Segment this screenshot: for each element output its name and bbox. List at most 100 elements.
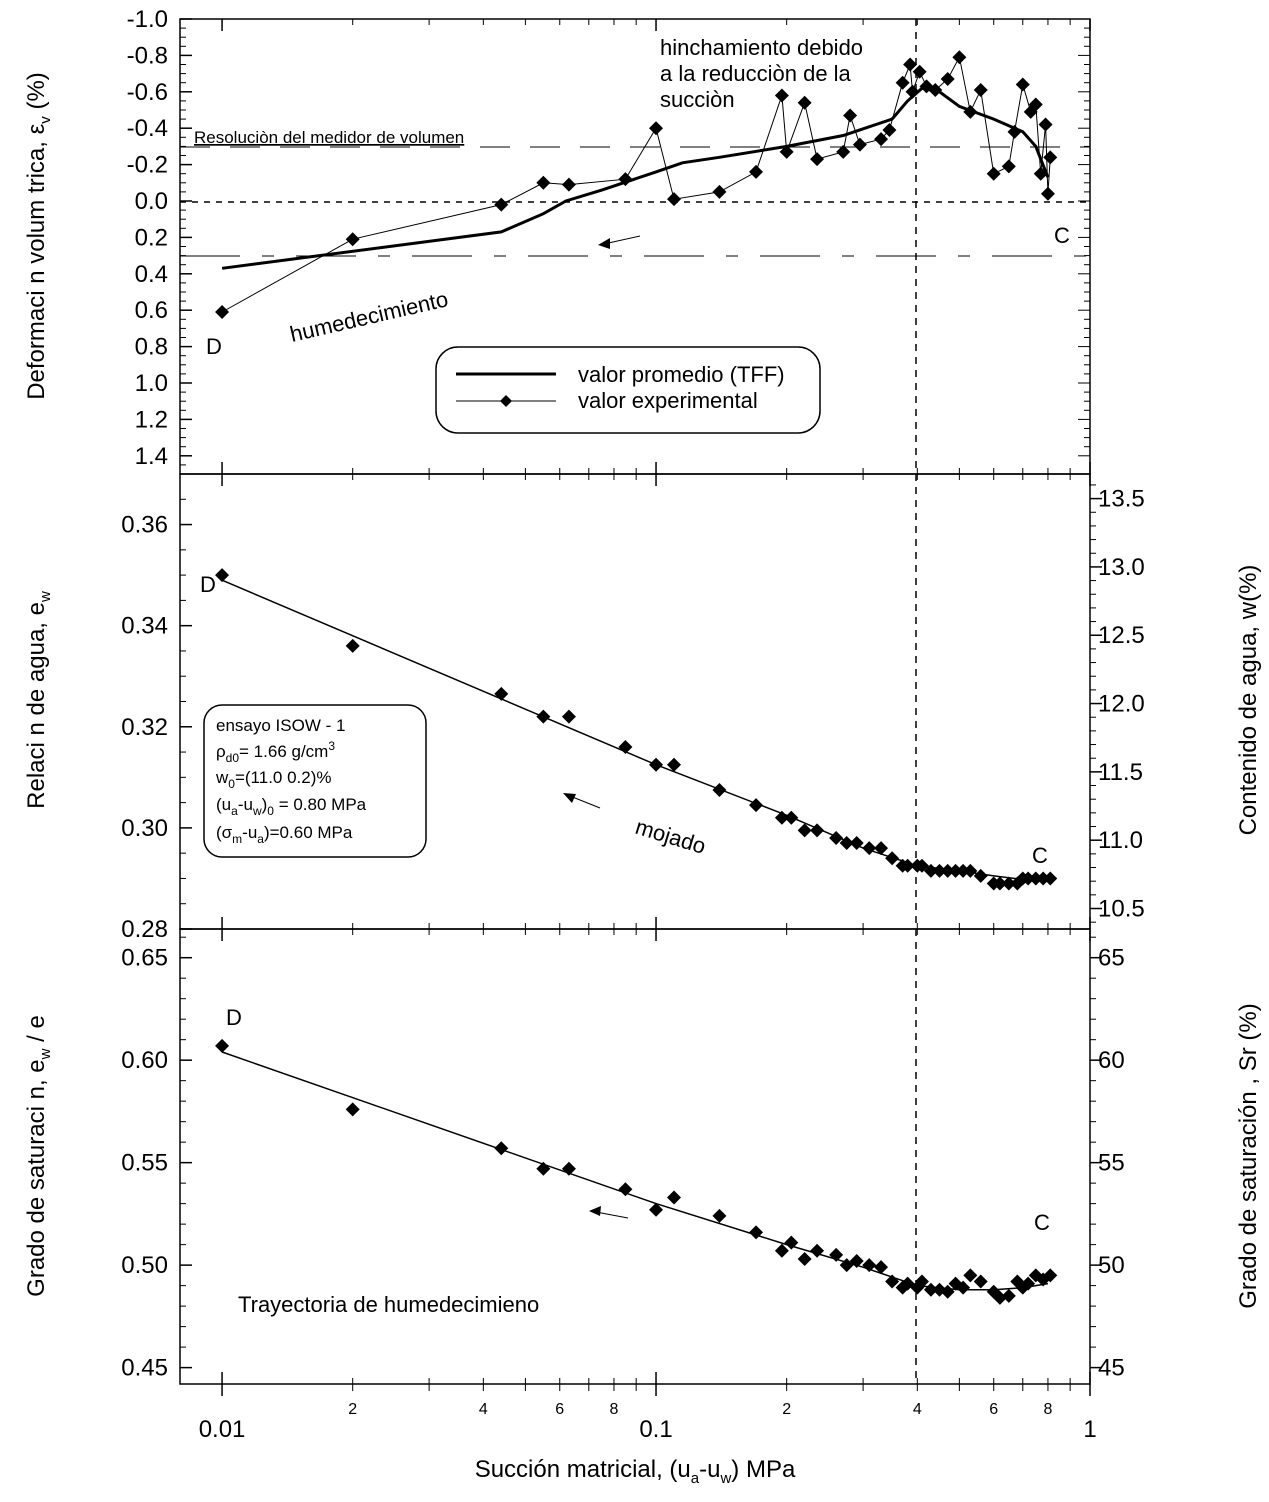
water-ratio-point (874, 841, 889, 856)
x-minor-tick-label: 2 (782, 1401, 791, 1418)
label-C-top: C (1054, 223, 1070, 248)
saturation-point (862, 1258, 877, 1273)
x-tick-label: 0.1 (639, 1416, 672, 1443)
experimental-point (618, 172, 633, 187)
experimental-point (1001, 159, 1016, 174)
y-top-tick-label: -0.4 (127, 115, 168, 142)
experimental-point (494, 197, 509, 212)
saturation-point (618, 1182, 633, 1197)
panel-middle-frame (179, 473, 1091, 930)
test-info-line-4: (ua-uw)0 = 0.80 MPa (216, 795, 367, 818)
water-ratio-point (666, 757, 681, 772)
y-middle-tick-label: 0.28 (121, 916, 168, 943)
y-top-tick-label: 1.2 (135, 406, 168, 433)
experimental-point (345, 232, 360, 247)
water-ratio-point (774, 810, 789, 825)
label-D-top: D (206, 334, 222, 359)
y-top-tick-label: -1.0 (127, 6, 168, 33)
experimental-point (928, 82, 943, 97)
experimental-point (843, 108, 858, 123)
annotation-mojado: mojado (633, 814, 709, 859)
water-ratio-point (345, 638, 360, 653)
water-ratio-point (839, 836, 854, 851)
water-ratio-point (940, 863, 955, 878)
y2-bottom-tick-label: 65 (1098, 945, 1125, 972)
water-ratio-point (797, 823, 812, 838)
experimental-point (903, 57, 918, 72)
water-ratio-point (963, 863, 978, 878)
annotation-resolution: Resoluciòn del medidor de volumen (194, 128, 464, 147)
y-top-tick-label: 0.4 (135, 261, 168, 288)
experimental-point (779, 144, 794, 159)
water-ratio-point (494, 686, 509, 701)
saturation-point (963, 1268, 978, 1283)
experimental-point (810, 152, 825, 167)
legend-avg-label: valor promedio (TFF) (578, 362, 785, 387)
x-minor-tick-label: 6 (555, 1401, 564, 1418)
y2-middle-tick-label: 10.5 (1098, 896, 1145, 923)
experimental-point (1028, 97, 1043, 112)
saturation-point (829, 1247, 844, 1262)
experimental-point (952, 50, 967, 65)
y2-middle-tick-label: 13.0 (1098, 554, 1145, 581)
water-ratio-point (784, 810, 799, 825)
y-axis-title-top: Deformaci n volum trica, εv (%) (23, 72, 54, 400)
experimental-point (852, 137, 867, 152)
saturation-point (345, 1102, 360, 1117)
water-ratio-point (973, 868, 988, 883)
annotation-trajectory: Trayectoria de humedecimieno (238, 1292, 539, 1317)
water-ratio-point (215, 568, 230, 583)
axes-group: 0.01 0.1 1 2 4 6 8 2 4 6 8 -1.0 -0.8 -0.6 -0.4 -0.2 0.0 0… (121, 6, 1144, 1443)
saturation-point (774, 1243, 789, 1258)
saturation-point (536, 1161, 551, 1176)
x-tick-label: 0.01 (199, 1416, 246, 1443)
y-bottom-tick-label: 0.55 (121, 1150, 168, 1177)
y-bottom-tick-label: 0.60 (121, 1047, 168, 1074)
experimental-point (215, 305, 230, 320)
saturation-point (666, 1190, 681, 1205)
saturation-point (749, 1225, 764, 1240)
label-C-bottom: C (1034, 1210, 1050, 1235)
y2-axis-title-middle: Contenido de agua, w(%) (1235, 565, 1262, 836)
y-middle-tick-label: 0.32 (121, 714, 168, 741)
test-info-line-3: w0=(11.0 0.2)% (215, 768, 332, 791)
y-top-tick-label: 1.4 (135, 443, 168, 470)
experimental-point (1033, 166, 1048, 181)
saturation-point (494, 1141, 509, 1156)
saturation-point (956, 1280, 971, 1295)
legend-exp-label: valor experimental (578, 388, 758, 413)
saturation-point (849, 1254, 864, 1269)
y-top-tick-label: 0.8 (135, 334, 168, 361)
legend-box (435, 346, 821, 434)
water-ratio-point (749, 798, 764, 813)
y2-bottom-tick-label: 50 (1098, 1252, 1125, 1279)
experimental-point (963, 104, 978, 119)
saturation-point (712, 1208, 727, 1223)
water-ratio-point (1036, 871, 1051, 886)
x-tick-label: 1 (1083, 1416, 1096, 1443)
saturation-point (215, 1038, 230, 1053)
water-ratio-point (829, 831, 844, 845)
arrow-middle-shaft (569, 795, 601, 809)
y2-middle-tick-label: 13.5 (1098, 486, 1145, 513)
experimental-point (895, 75, 910, 90)
arrow-top-head (598, 238, 610, 249)
water-ratio-point (862, 841, 877, 856)
legend-exp-marker (500, 395, 512, 407)
y2-bottom-tick-label: 60 (1098, 1047, 1125, 1074)
water-ratio-point (712, 782, 727, 797)
y-top-tick-label: 0.0 (135, 188, 168, 215)
saturation-point (874, 1260, 889, 1275)
y-top-tick-label: -0.2 (127, 152, 168, 179)
saturation-point (810, 1243, 825, 1258)
experimental-point (774, 88, 789, 103)
experimental-point (749, 164, 764, 179)
water-ratio-point (561, 709, 576, 724)
saturation-point (649, 1202, 664, 1217)
water-ratio-point (923, 863, 938, 878)
y-middle-tick-label: 0.34 (121, 613, 168, 640)
annotation-wetting: humedecimiento (288, 286, 451, 347)
water-ratio-point (932, 863, 947, 878)
saturation-point (914, 1274, 929, 1289)
